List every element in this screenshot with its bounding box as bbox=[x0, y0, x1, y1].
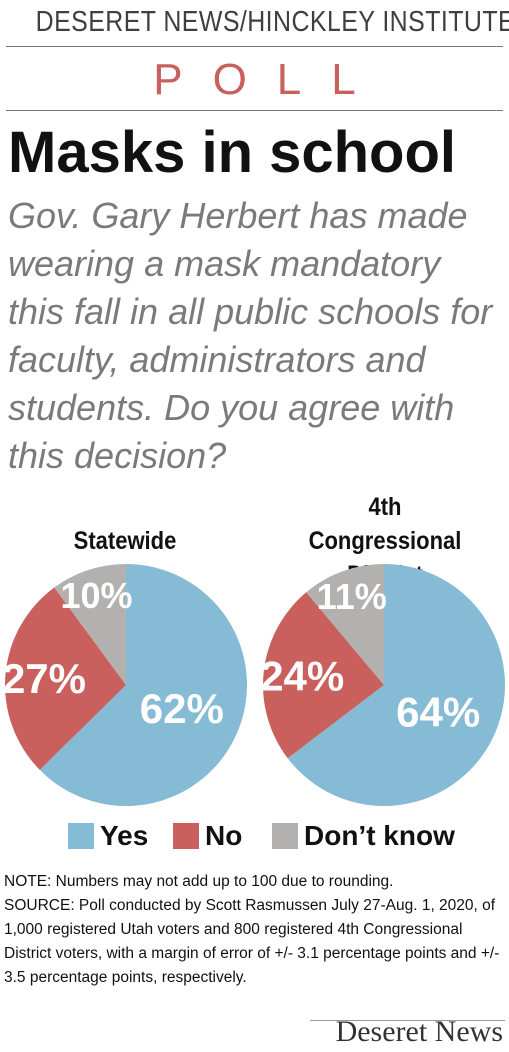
pie-slice-statewide-dont-know bbox=[54, 564, 126, 685]
poll-question: Gov. Gary Herbert has made wearing a mas… bbox=[8, 195, 493, 476]
poll-divider bbox=[6, 110, 503, 111]
legend-label-dont-know: Don’t know bbox=[304, 820, 455, 851]
pie-slice-district-dont-know bbox=[306, 564, 384, 685]
header-divider bbox=[6, 46, 503, 47]
pie-value-label-statewide-dont-know: 10% bbox=[61, 575, 133, 616]
footer-divider bbox=[310, 1020, 505, 1021]
legend: Yes No Don’t know bbox=[0, 818, 509, 854]
pie-value-label-district-yes: 64% bbox=[396, 688, 480, 735]
legend-label-no: No bbox=[205, 820, 243, 851]
poll-label: POLL bbox=[153, 55, 386, 104]
pie-value-label-statewide-no: 27% bbox=[2, 655, 86, 702]
legend-swatch-dont-know bbox=[272, 823, 298, 849]
notes: NOTE: Numbers may not add up to 100 due … bbox=[4, 870, 504, 990]
source-text: SOURCE: Poll conducted by Scott Rasmusse… bbox=[4, 897, 500, 986]
pie-slice-statewide-no bbox=[4, 587, 127, 770]
legend-swatch-no bbox=[173, 823, 199, 849]
pies-svg: 62% 27% 10% 64% 24% 11% bbox=[2, 564, 505, 806]
legend-label-yes: Yes bbox=[100, 820, 149, 851]
pie-value-label-statewide-yes: 62% bbox=[140, 685, 224, 732]
pie-value-label-district-dont-know: 11% bbox=[317, 576, 387, 617]
header-source: DESERET NEWS/HINCKLEY INSTITUTE bbox=[35, 6, 509, 38]
chart-title: Masks in school bbox=[8, 120, 457, 185]
pie-slice-district-yes bbox=[287, 564, 505, 806]
pie-slice-district-no bbox=[263, 592, 384, 759]
pie-value-label-district-no: 24% bbox=[260, 652, 344, 699]
brand-logo: Deseret News bbox=[335, 1015, 503, 1048]
pie-title-statewide: Statewide bbox=[73, 527, 177, 555]
note-text: NOTE: Numbers may not add up to 100 due … bbox=[4, 873, 394, 890]
legend-swatch-yes bbox=[68, 823, 94, 849]
pie-slice-statewide-yes bbox=[39, 564, 248, 806]
